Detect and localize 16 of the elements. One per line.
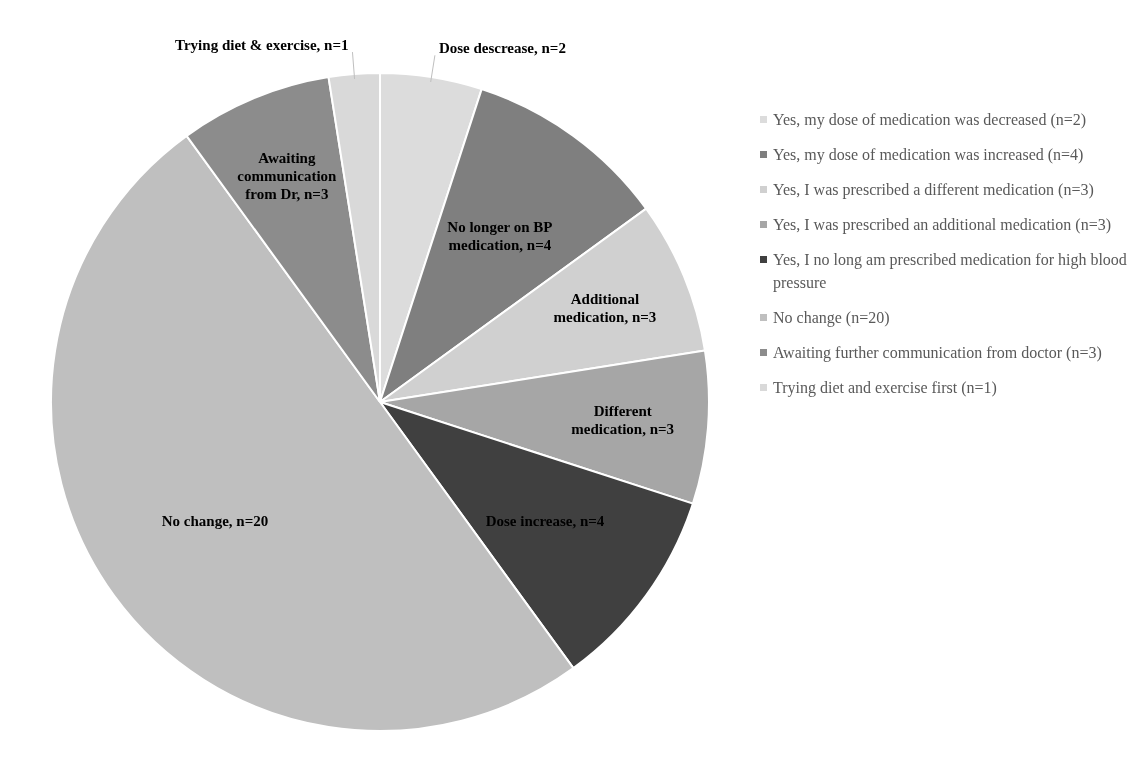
legend-label: Yes, my dose of medication was increased (n=4) [773,145,1084,166]
legend-label: Yes, I no long am prescribed medication for high blood pressure [773,250,1128,294]
legend-label: Yes, my dose of medication was decreased (n=2) [773,110,1087,131]
data-label: Dose increase, n=4 [485,512,605,529]
data-label: Awaiting communication from Dr, n=3 [237,149,338,202]
data-label: Dose descrease, n=2 [438,40,566,57]
data-label: Trying diet & exercise, n=1 [175,36,349,53]
legend-label: No change (n=20) [773,308,890,329]
data-label: Different medication, n=3 [571,402,675,437]
data-label: Additional medication, n=3 [553,290,657,325]
data-label: No change, n=20 [161,512,269,529]
legend-label: Awaiting further communication from doctor (n=3) [773,343,1102,364]
data-label: No longer on BP medication, n=4 [447,218,553,253]
legend-label: Yes, I was prescribed an additional medication (n=3) [773,215,1111,236]
legend-label: Trying diet and exercise first (n=1) [773,378,997,399]
legend-label: Yes, I was prescribed a different medication (n=3) [773,180,1094,201]
